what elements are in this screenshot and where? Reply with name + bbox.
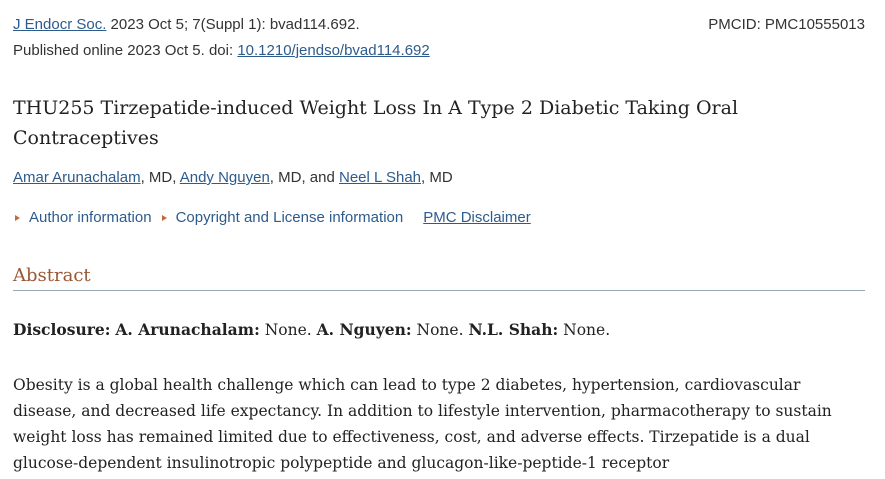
journal-link[interactable]: J Endocr Soc. xyxy=(13,16,107,33)
author-suffix: , MD, and xyxy=(269,169,339,186)
disclosure-value: None. xyxy=(558,321,611,339)
disclosure-value: None. xyxy=(259,321,317,339)
disclosure-author-name: A. Arunachalam: xyxy=(115,320,260,339)
published-online-text: Published online 2023 Oct 5. doi: xyxy=(13,42,238,59)
pmcid-label: PMCID: PMC10555013 xyxy=(708,16,865,33)
author-link-arunachalam[interactable]: Amar Arunachalam xyxy=(13,169,141,186)
disclosure-label: Disclosure: xyxy=(13,320,111,339)
triangle-right-icon xyxy=(161,215,167,221)
abstract-paragraph: Obesity is a global health challenge whi… xyxy=(13,376,832,472)
copyright-license-label: Copyright and License information xyxy=(175,209,404,226)
citation-details: 2023 Oct 5; 7(Suppl 1): bvad114.692. xyxy=(106,16,360,33)
disclosure-statement: Disclosure: A. Arunachalam: None. A. Ngu… xyxy=(13,318,610,342)
author-link-nguyen[interactable]: Andy Nguyen xyxy=(179,169,270,186)
abstract-heading: Abstract xyxy=(13,264,865,291)
article-title: THU255 Tirzepatide-induced Weight Loss I… xyxy=(13,97,739,149)
doi-link[interactable]: 10.1210/jendso/bvad114.692 xyxy=(237,42,430,59)
author-suffix: , MD xyxy=(421,169,453,186)
citation-row: J Endocr Soc. 2023 Oct 5; 7(Suppl 1): bv… xyxy=(13,15,865,35)
disclosure-author-name: A. Nguyen: xyxy=(316,320,412,339)
author-suffix: , MD, xyxy=(140,169,180,186)
disclosure-value: None. xyxy=(411,321,469,339)
author-list: Amar Arunachalam, MD, Andy Nguyen, MD, a… xyxy=(13,168,453,188)
article-info-row: Author information Copyright and License… xyxy=(13,208,531,228)
publication-row: Published online 2023 Oct 5. doi: 10.121… xyxy=(13,41,430,61)
author-information-label: Author information xyxy=(29,209,152,226)
triangle-right-icon xyxy=(15,215,20,221)
disclosure-author-name: N.L. Shah: xyxy=(468,320,559,339)
pmc-disclaimer-link[interactable]: PMC Disclaimer xyxy=(423,209,531,226)
copyright-license-toggle[interactable]: Copyright and License information xyxy=(160,208,404,228)
author-link-shah[interactable]: Neel L Shah xyxy=(339,169,422,186)
author-information-toggle[interactable]: Author information xyxy=(13,208,152,228)
